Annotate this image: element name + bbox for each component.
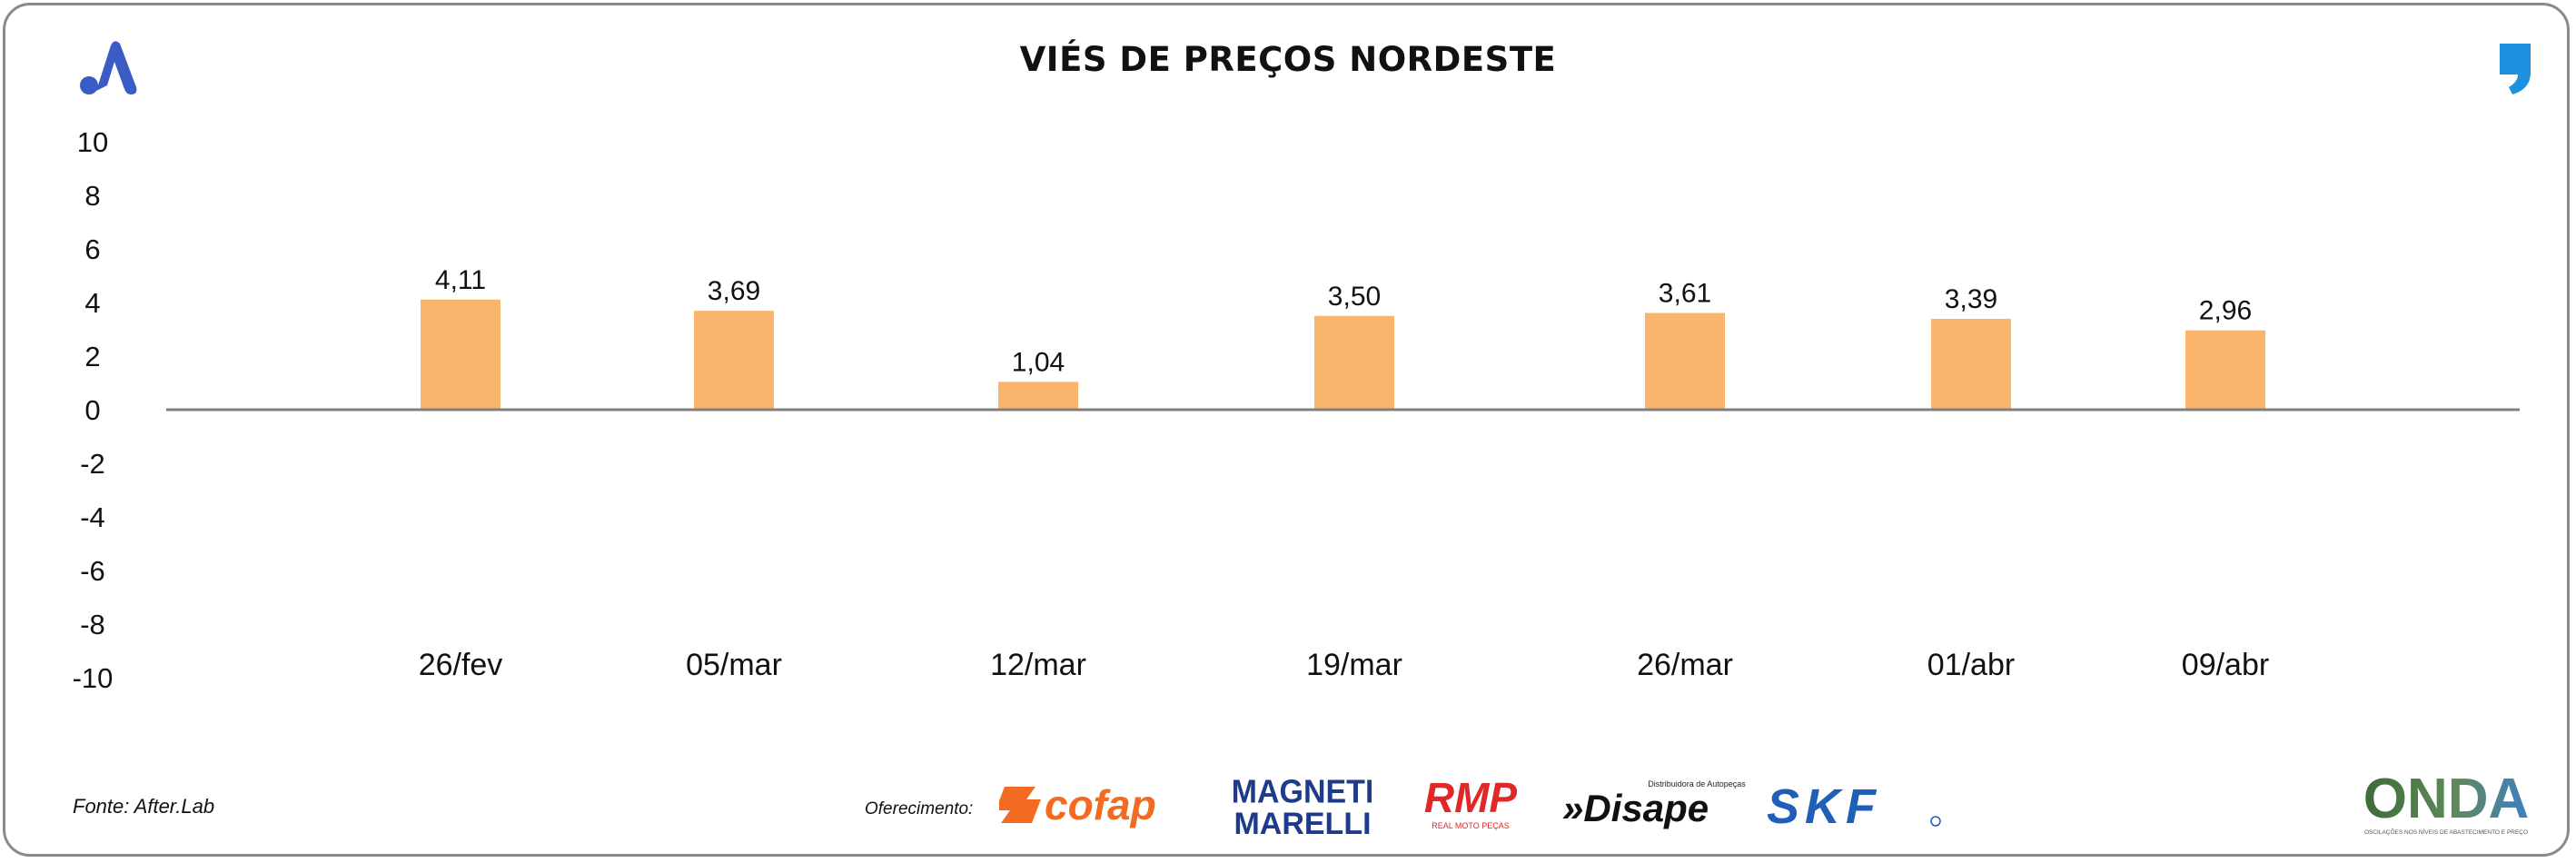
y-tick-label: -8 xyxy=(80,609,105,640)
data-label: 3,61 xyxy=(1659,279,1711,309)
chart-frame xyxy=(3,3,2570,857)
quote-icon xyxy=(2500,44,2531,94)
y-tick-label: 6 xyxy=(84,233,100,265)
bar-chart: 10 8 6 4 2 0 -2 -4 -6 -8 -10 4,11 3,69 1,04 3,50 3,61 3,… xyxy=(73,126,2520,694)
x-tick-label: 01/abr xyxy=(1927,648,2015,682)
magneti-text: MAGNETI xyxy=(1234,774,1372,810)
chart-title: VIÉS DE PREÇOS NORDESTE xyxy=(1019,40,1557,79)
disape-text: »Disape xyxy=(1562,787,1709,829)
source-note: Fonte: After.Lab xyxy=(73,795,215,818)
cofap-text: cofap xyxy=(1045,781,1156,828)
y-tick-label: 0 xyxy=(84,394,100,426)
y-tick-label: -10 xyxy=(73,662,114,694)
a-logo-icon xyxy=(80,41,137,94)
rmp-text: RMP xyxy=(1424,774,1518,821)
onda-text: ONDA xyxy=(2363,769,2530,830)
x-tick-label: 26/mar xyxy=(1637,648,1733,682)
y-tick-label: 8 xyxy=(84,180,100,212)
bar xyxy=(2185,330,2265,410)
y-tick-label: 10 xyxy=(77,126,108,158)
bar xyxy=(1931,318,2011,410)
data-label: 3,50 xyxy=(1328,282,1381,312)
marelli-text: MARELLI xyxy=(1234,807,1371,839)
data-label: 1,04 xyxy=(1012,347,1065,377)
cofap-logo: cofap xyxy=(999,781,1156,828)
bar xyxy=(421,299,500,410)
rmp-logo: RMP REAL MOTO PEÇAS xyxy=(1424,774,1518,830)
bar xyxy=(1645,312,1725,410)
data-label: 3,39 xyxy=(1945,284,1997,314)
x-tick-label: 26/fev xyxy=(419,648,503,682)
x-tick-label: 12/mar xyxy=(990,648,1086,682)
y-tick-label: -2 xyxy=(80,448,105,480)
x-tick-label: 09/abr xyxy=(2182,648,2269,682)
y-tick-label: 2 xyxy=(84,341,100,372)
data-label: 2,96 xyxy=(2199,296,2252,326)
y-tick-label: -6 xyxy=(80,555,105,587)
skf-logo: SKF xyxy=(1767,781,1941,828)
data-label: 4,11 xyxy=(435,265,486,295)
skf-text: SKF xyxy=(1767,781,1881,828)
onda-subtext: OSCILAÇÕES NOS NÍVEIS DE ABASTECIMENTO E… xyxy=(2364,828,2528,836)
sponsor-label: Oferecimento: xyxy=(865,799,974,818)
disape-subtext: Distribuidora de Autopeças xyxy=(1648,779,1746,789)
bar xyxy=(1314,315,1394,410)
rmp-subtext: REAL MOTO PEÇAS xyxy=(1432,821,1510,830)
bar xyxy=(694,311,774,410)
onda-logo: ONDA OSCILAÇÕES NOS NÍVEIS DE ABASTECIME… xyxy=(2363,769,2530,836)
x-tick-label: 19/mar xyxy=(1306,648,1402,682)
magneti-marelli-logo: MAGNETI MARELLI xyxy=(1234,774,1372,839)
y-tick-label: 4 xyxy=(84,287,100,319)
bar xyxy=(998,382,1078,410)
x-tick-label: 05/mar xyxy=(686,648,782,682)
data-label: 3,69 xyxy=(708,276,760,306)
y-tick-label: -4 xyxy=(80,501,105,533)
disape-logo: Distribuidora de Autopeças »Disape xyxy=(1562,779,1746,829)
